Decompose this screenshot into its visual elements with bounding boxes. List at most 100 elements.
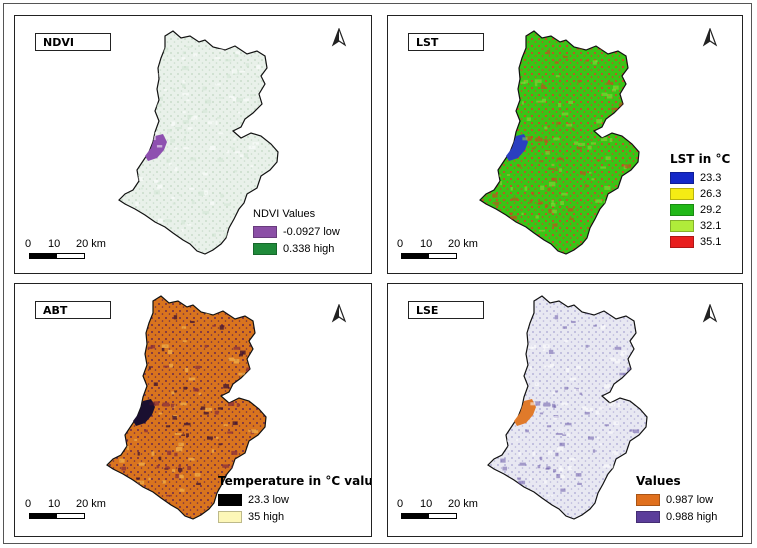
texture-speck — [205, 407, 212, 411]
texture-speck — [504, 314, 512, 317]
texture-speck — [546, 466, 551, 470]
texture-speck — [245, 63, 250, 67]
legend-entry: 35.1 — [670, 236, 730, 248]
texture-speck — [627, 80, 633, 85]
texture-speck — [227, 431, 234, 434]
texture-speck — [254, 398, 262, 401]
ndvi-panel: NDVI 0 10 20 km NDVI Values -0.0927 low 0… — [14, 15, 372, 274]
texture-speck — [578, 142, 585, 146]
texture-speck — [224, 59, 232, 62]
texture-speck — [552, 391, 556, 395]
texture-speck — [604, 493, 608, 496]
texture-speck — [251, 429, 259, 434]
texture-speck — [542, 98, 547, 103]
texture-speck — [178, 194, 182, 196]
texture-speck — [538, 201, 543, 205]
texture-speck — [585, 59, 589, 62]
texture-speck — [562, 326, 567, 329]
texture-speck — [514, 439, 518, 441]
texture-speck — [186, 99, 190, 102]
texture-speck — [555, 452, 559, 457]
texture-speck — [181, 326, 186, 329]
texture-speck — [147, 70, 155, 75]
texture-speck — [568, 100, 574, 104]
texture-speck — [223, 384, 230, 389]
texture-speck — [265, 187, 272, 192]
texture-speck — [215, 121, 218, 126]
texture-speck — [592, 449, 596, 453]
texture-speck — [251, 199, 258, 203]
texture-speck — [134, 78, 137, 81]
texture-speck — [153, 382, 158, 387]
texture-speck — [150, 344, 156, 349]
texture-speck — [559, 464, 562, 470]
legend-label: -0.0927 low — [283, 226, 340, 238]
texture-speck — [540, 185, 545, 191]
texture-speck — [534, 82, 538, 87]
texture-speck — [193, 53, 198, 57]
texture-speck — [119, 322, 126, 326]
texture-speck — [214, 410, 219, 415]
texture-speck — [568, 466, 572, 471]
texture-speck — [181, 57, 186, 60]
texture-speck — [150, 47, 156, 50]
map-legend: Values 0.987 low 0.988 high — [636, 474, 717, 528]
texture-speck — [634, 463, 639, 469]
texture-speck — [518, 380, 522, 385]
texture-speck — [178, 468, 183, 472]
texture-speck — [598, 407, 605, 410]
texture-speck — [605, 207, 613, 209]
texture-speck — [611, 107, 619, 111]
texture-speck — [151, 451, 155, 456]
texture-speck — [559, 474, 565, 479]
texture-speck — [518, 480, 526, 485]
texture-speck — [181, 220, 186, 225]
texture-speck — [183, 138, 186, 142]
texture-speck — [612, 88, 616, 92]
texture-speck — [165, 425, 171, 428]
texture-speck — [555, 433, 563, 435]
texture-speck — [624, 131, 629, 136]
texture-speck — [137, 395, 141, 400]
texture-speck — [179, 488, 185, 492]
texture-speck — [190, 115, 198, 120]
texture-speck — [157, 218, 163, 224]
texture-speck — [234, 170, 238, 173]
texture-speck — [556, 446, 564, 452]
texture-speck — [553, 137, 560, 141]
texture-speck — [188, 457, 195, 461]
texture-speck — [203, 190, 208, 195]
texture-speck — [609, 401, 616, 407]
texture-speck — [187, 466, 191, 471]
texture-speck — [504, 143, 512, 149]
texture-speck — [614, 346, 622, 350]
legend-label: 29.2 — [700, 204, 722, 216]
texture-speck — [232, 69, 238, 74]
texture-speck — [234, 151, 241, 154]
texture-speck — [223, 203, 231, 206]
texture-speck — [136, 477, 141, 480]
texture-speck — [256, 65, 261, 70]
texture-speck — [556, 473, 561, 479]
texture-speck — [530, 402, 536, 406]
district-boundary — [487, 295, 648, 520]
texture-speck — [544, 138, 548, 143]
texture-speck — [250, 165, 254, 168]
texture-speck — [621, 350, 627, 355]
legend-label: 0.338 high — [283, 243, 335, 255]
texture-speck — [596, 228, 600, 231]
texture-speck — [151, 235, 157, 240]
texture-speck — [231, 450, 238, 455]
texture-speck — [612, 201, 618, 205]
texture-speck — [558, 102, 562, 108]
texture-speck — [606, 81, 614, 85]
texture-speck — [137, 69, 144, 72]
texture-speck — [182, 84, 186, 88]
texture-speck — [522, 229, 526, 232]
texture-speck — [545, 204, 549, 208]
texture-speck — [614, 359, 621, 364]
texture-speck — [269, 185, 274, 189]
texture-speck — [502, 364, 506, 368]
scale-label-10: 10 — [420, 238, 433, 250]
texture-speck — [629, 497, 633, 500]
